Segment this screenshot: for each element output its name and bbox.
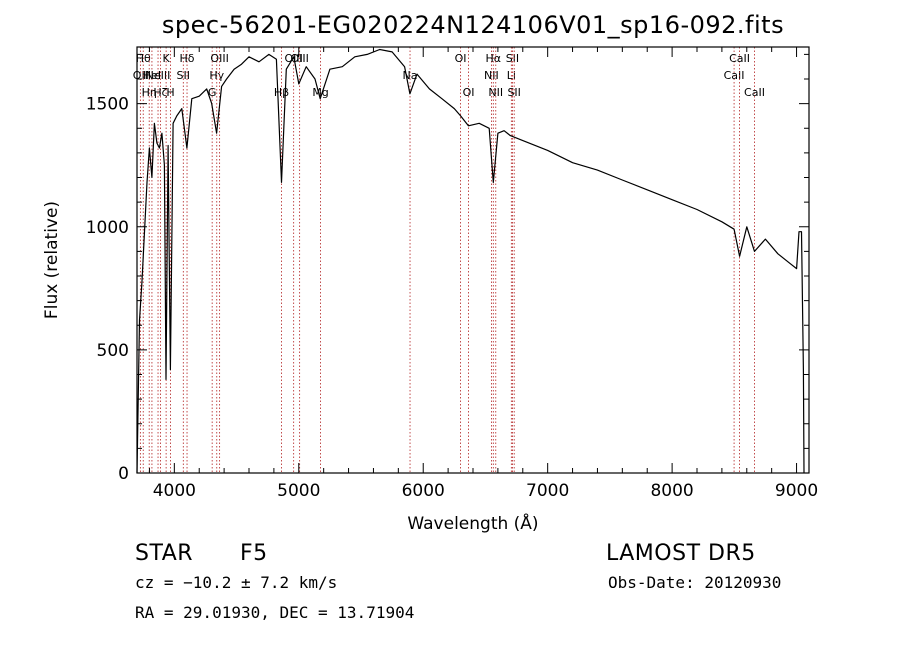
- spectrum-series: [136, 48, 805, 474]
- line-label-1: Hθ: [136, 52, 151, 65]
- survey-label: LAMOST DR5: [606, 541, 756, 566]
- line-label-19: OI: [463, 86, 475, 99]
- line-label-22: NII: [488, 86, 503, 99]
- y-tick-label-1500: 1500: [86, 95, 129, 115]
- x-axis-label: Wavelength (Å): [407, 512, 538, 534]
- line-label-23: Li: [507, 69, 516, 82]
- y-axis-label: Flux (relative): [42, 201, 62, 319]
- x-axis: 4000 5000 6000 7000 8000 9000: [148, 47, 818, 501]
- line-label-18: OI: [455, 52, 467, 65]
- line-label-12: OIII: [210, 52, 228, 65]
- y-tick-label-1000: 1000: [86, 218, 129, 238]
- line-label-4: NeIII: [146, 69, 171, 82]
- obs-date-text: Obs-Date: 20120930: [608, 573, 782, 592]
- line-label-5: Hζ: [153, 86, 167, 99]
- line-label-11: Hγ: [209, 69, 224, 82]
- line-label-9: Hδ: [180, 52, 195, 65]
- line-label-24: SII: [506, 52, 519, 65]
- line-label-8: SII: [177, 69, 190, 82]
- x-tick-label-9000: 9000: [775, 481, 818, 501]
- y-tick-label-0: 0: [118, 464, 129, 484]
- line-label-6: K: [163, 52, 171, 65]
- line-label-2: Hη: [142, 86, 157, 99]
- redshift-text: cz = −10.2 ± 7.2 km/s: [135, 573, 338, 592]
- line-label-28: CaII: [744, 86, 765, 99]
- spectrum-line-0: [136, 48, 805, 474]
- object-class: STAR: [135, 541, 194, 566]
- line-label-3: HeI: [143, 69, 161, 82]
- line-label-10: G: [208, 86, 217, 99]
- line-label-25: SII: [507, 86, 520, 99]
- x-tick-label-8000: 8000: [650, 481, 693, 501]
- chart-title: spec-56201-EG020224N124106V01_sp16-092.f…: [162, 11, 784, 39]
- object-subclass: F5: [240, 541, 268, 566]
- line-label-20: NII: [484, 69, 499, 82]
- y-axis: 0 500 1000 1500: [86, 53, 809, 484]
- plot-frame: [136, 46, 810, 474]
- x-tick-label-6000: 6000: [402, 481, 445, 501]
- line-markers: OIIHθHηHeINeIIIHζKHSIIHδGHγOIIIHβOIIIOII…: [133, 47, 765, 473]
- line-label-21: Hα: [486, 52, 502, 65]
- x-tick-label-7000: 7000: [526, 481, 569, 501]
- line-label-16: Mg: [312, 86, 328, 99]
- coordinates-text: RA = 29.01930, DEC = 13.71904: [135, 603, 415, 622]
- line-label-7: H: [166, 86, 174, 99]
- y-tick-label-500: 500: [97, 341, 129, 361]
- line-label-27: CaII: [729, 52, 750, 65]
- x-tick-label-5000: 5000: [277, 481, 320, 501]
- line-label-13: Hβ: [274, 86, 289, 99]
- x-tick-label-4000: 4000: [153, 481, 196, 501]
- line-label-26: CaII: [724, 69, 745, 82]
